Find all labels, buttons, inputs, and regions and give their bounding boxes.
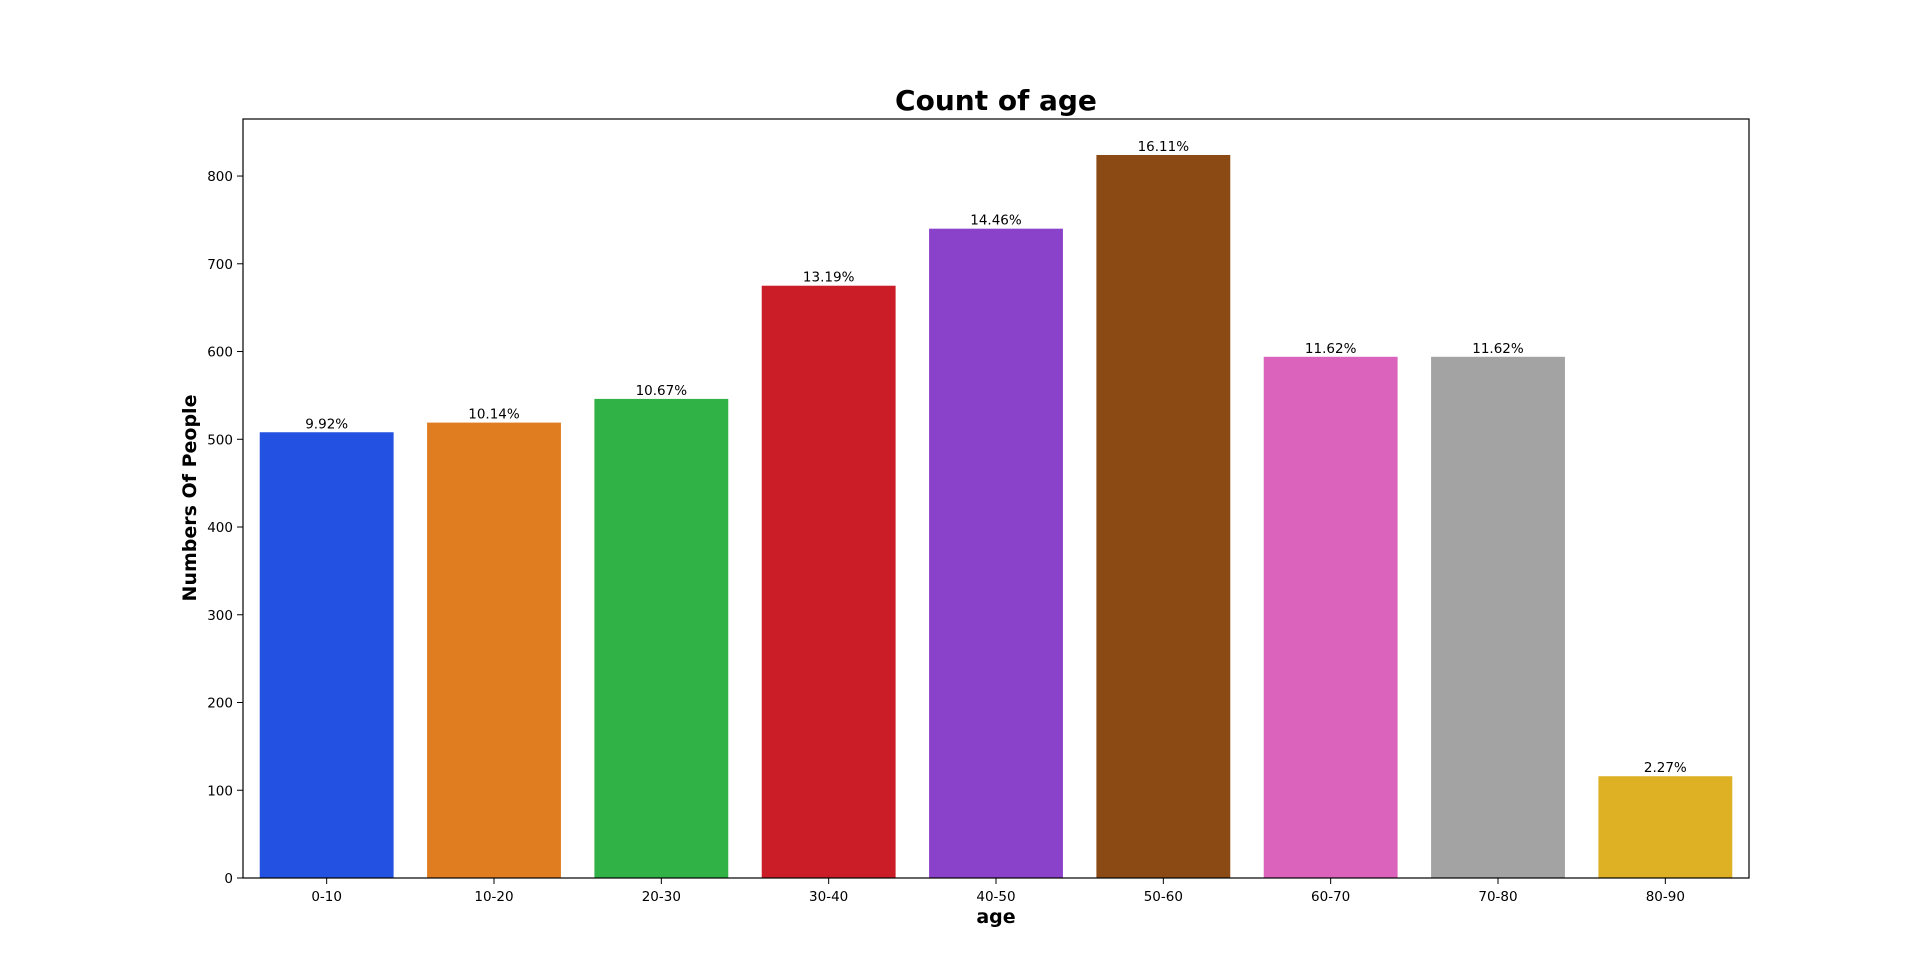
bar-50-60 bbox=[1096, 154, 1231, 879]
bar-value-label: 16.11% bbox=[1138, 139, 1190, 155]
x-tick-label: 80-90 bbox=[1646, 889, 1685, 905]
x-tick-label: 0-10 bbox=[311, 889, 342, 905]
x-tick-label: 30-40 bbox=[809, 889, 848, 905]
bar-value-label: 13.19% bbox=[803, 270, 855, 286]
bar-value-label: 11.62% bbox=[1305, 341, 1357, 357]
y-tick-label: 0 bbox=[224, 871, 233, 887]
x-tick-label: 10-20 bbox=[474, 889, 513, 905]
plot-area: 9.92% 0-10 10.14% 10-20 10.67% 20-30 13.19% 30-… bbox=[207, 118, 1750, 905]
bar-value-label: 14.46% bbox=[970, 213, 1022, 229]
bar-10-20 bbox=[427, 422, 561, 878]
y-tick-label: 200 bbox=[207, 696, 233, 712]
x-tick-label: 50-60 bbox=[1144, 889, 1183, 905]
bar-value-label: 2.27% bbox=[1644, 760, 1687, 776]
bar-20-30 bbox=[594, 398, 729, 878]
bar-value-label: 9.92% bbox=[305, 416, 348, 432]
bar-60-70 bbox=[1263, 356, 1398, 878]
plot-frame bbox=[242, 118, 1750, 879]
x-axis-title: age bbox=[976, 906, 1015, 928]
y-tick-label: 800 bbox=[207, 169, 233, 185]
bar-0-10 bbox=[259, 432, 394, 878]
bar-80-90 bbox=[1598, 776, 1733, 878]
y-tick-label: 700 bbox=[207, 257, 233, 273]
y-tick-label: 400 bbox=[207, 520, 233, 536]
bar-40-50 bbox=[929, 228, 1063, 878]
bar-30-40 bbox=[761, 285, 896, 879]
x-tick-label: 20-30 bbox=[642, 889, 681, 905]
x-tick-label: 60-70 bbox=[1311, 889, 1350, 905]
y-axis-title: Numbers Of People bbox=[179, 395, 201, 602]
bar-value-label: 10.67% bbox=[636, 383, 688, 399]
y-tick-label: 600 bbox=[207, 345, 233, 361]
y-tick-label: 300 bbox=[207, 608, 233, 624]
chart-title: Count of age bbox=[895, 84, 1097, 117]
x-tick-label: 70-80 bbox=[1478, 889, 1517, 905]
x-tick-label: 40-50 bbox=[976, 889, 1015, 905]
bar-value-label: 11.62% bbox=[1472, 341, 1524, 357]
bar-70-80 bbox=[1431, 356, 1565, 878]
y-tick-label: 100 bbox=[207, 783, 233, 799]
y-tick-label: 500 bbox=[207, 432, 233, 448]
bar-value-label: 10.14% bbox=[468, 407, 520, 423]
